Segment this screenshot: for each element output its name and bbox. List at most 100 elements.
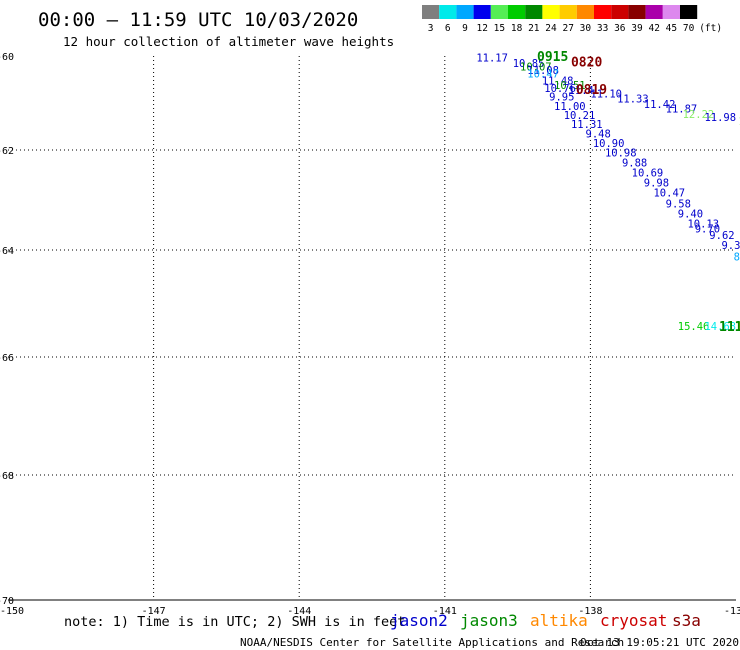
pass-time-labels: 09150820081908181113 [537,50,740,335]
x-axis-ticks: -150 -147 -144 -141 -138 -13 [0,606,740,617]
y-tick-label: -60 [0,52,14,63]
swh-value: 11.17 [476,52,508,64]
swh-value: 10.51 [554,80,586,92]
satellite-name: s3a [672,611,701,630]
scale-unit: (ft) [699,23,722,34]
swh-value: 11.87 [666,104,698,116]
scale-label: 30 [580,23,592,34]
scale-label: 24 [545,23,557,34]
x-tick-label: -138 [578,606,602,617]
satellite-name: altika [530,611,588,630]
swh-value: 14.63 [704,321,736,333]
satellite-name: jason2 [390,611,448,630]
credit-line: NOAA/NESDIS Center for Satellite Applica… [240,636,624,649]
y-tick-label: -62 [0,146,14,157]
swh-value: 11.08 [527,65,559,77]
swh-value: 11.00 [554,101,586,113]
swh-value: 10.98 [605,148,637,160]
y-axis-ticks: -60 -62 -64 -66 -68 -70 [0,52,14,607]
scale-label: 39 [631,23,643,34]
color-scale: 3 6 9 12 15 18 21 24 27 30 33 36 39 42 45 70 (ft) [422,5,722,34]
scale-label: 9 [462,23,468,34]
scale-label: 15 [494,23,505,34]
swh-value: 9.32 [721,240,740,252]
swh-value: 10.47 [653,188,685,200]
satellite-legend: jason2 jason3 altika cryosat s3a [390,611,701,630]
y-tick-label: -64 [0,246,14,257]
scale-label: 45 [666,23,677,34]
scale-swatch [422,5,440,19]
timestamp: Oct 13 19:05:21 UTC 2020 [580,636,739,649]
x-tick-label: -13 [724,606,740,617]
scale-swatch [576,5,594,19]
scale-swatch [508,5,526,19]
swh-value: 10.21 [564,110,596,122]
swh-value: 12.22 [683,109,715,121]
scale-swatch [525,5,543,19]
scale-label: 12 [476,23,487,34]
grid-lines [8,56,736,601]
swh-value: 11.48 [542,75,574,87]
scale-label: 27 [562,23,573,34]
scale-swatch [559,5,577,19]
x-tick-label: -141 [433,606,457,617]
scale-swatch [611,5,629,19]
satellite-name: jason3 [460,611,518,630]
scale-label: 36 [614,23,626,34]
swh-value: 11.10 [590,89,622,101]
swh-value: 10.85 [513,58,545,70]
pass-time-label: 0819 [576,83,607,98]
scale-swatch [473,5,491,19]
swh-value: 10.90 [593,138,625,150]
y-tick-label: -68 [0,471,14,482]
page-subtitle: 12 hour collection of altimeter wave hei… [63,34,394,49]
swh-value: 12.19 [738,116,740,128]
x-tick-label: -150 [0,606,24,617]
swh-value: 11.4 [569,85,594,97]
swh-value: 11.42 [644,99,676,111]
swh-value: 11.98 [704,112,736,124]
swh-value: 10.07 [520,61,552,73]
swh-value: 9.48 [586,129,611,141]
y-tick-label: -66 [0,353,14,364]
scale-swatch [456,5,474,19]
scale-swatch [662,5,680,19]
swh-value: 9.40 [678,209,703,221]
swh-points: 11.17 10.8510.0711.0810.4711.4810.5110.76… [476,52,740,333]
swh-value: 8.22 [734,251,740,263]
swh-value: 10.76 [544,83,576,95]
swh-value: 9.98 [644,178,669,190]
swh-value: 11.33 [617,93,649,105]
scale-label: 3 [428,23,434,34]
pass-time-label: 0820 [571,56,602,71]
scale-label: 33 [597,23,608,34]
scale-label: 70 [683,23,695,34]
swh-value: 15.46 [678,321,710,333]
scale-swatch [628,5,646,19]
scale-swatch [490,5,508,19]
scale-swatch [439,5,457,19]
scale-swatch [594,5,612,19]
swh-value: 16.0 [736,321,740,333]
footer-note: note: 1) Time is in UTC; 2) SWH is in fe… [64,614,405,630]
scale-label: 6 [445,23,451,34]
swh-value: 9.95 [549,91,574,103]
swh-value: 10.13 [687,219,719,231]
x-tick-label: -147 [142,606,166,617]
swh-value: 9.62 [709,230,734,242]
y-tick-label: -70 [0,596,14,607]
pass-time-label: 0915 [537,50,568,65]
swh-value: 9.88 [622,158,647,170]
swh-value: 11.31 [571,119,603,131]
page-title: 00:00 – 11:59 UTC 10/03/2020 [38,9,358,31]
swh-value: 10.69 [632,168,664,180]
swh-value: 9.58 [666,199,691,211]
scale-swatch [680,5,698,19]
scale-swatch [542,5,560,19]
swh-value: 10.47 [527,68,559,80]
scale-label: 21 [528,23,540,34]
satellite-name: cryosat [600,611,667,630]
scale-label: 18 [511,23,523,34]
x-tick-label: -144 [287,606,311,617]
